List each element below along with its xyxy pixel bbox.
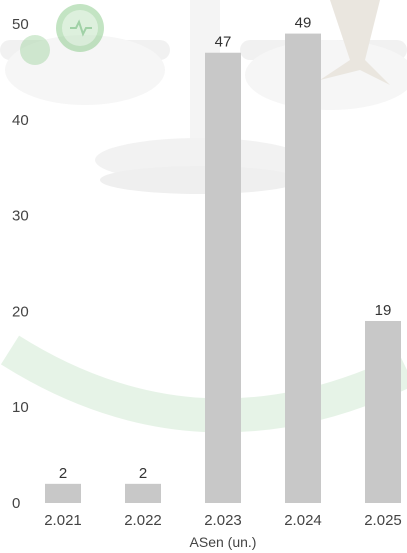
heart-pulse-icon (20, 4, 104, 65)
bar (45, 483, 81, 503)
x-tick-label: 2.023 (204, 512, 242, 529)
y-tick-label: 50 (12, 16, 29, 33)
y-tick-label: 40 (12, 112, 29, 129)
bar (125, 483, 161, 503)
data-label: 2 (139, 465, 147, 482)
bar (365, 320, 401, 503)
bars (45, 33, 401, 504)
x-axis-ticks: 2.021 2.022 2.023 2.024 2.025 (44, 512, 402, 529)
data-labels: 2 2 47 49 19 (59, 15, 392, 482)
x-axis-title: ASen (un.) (190, 534, 257, 550)
y-axis-ticks: 0 10 20 30 40 50 (12, 16, 29, 512)
bar (205, 52, 241, 504)
y-tick-label: 30 (12, 208, 29, 225)
bar (285, 33, 321, 504)
data-label: 47 (215, 34, 232, 51)
x-tick-label: 2.025 (364, 512, 402, 529)
x-tick-label: 2.021 (44, 512, 82, 529)
y-tick-label: 0 (12, 495, 20, 512)
data-label: 2 (59, 465, 67, 482)
x-tick-label: 2.024 (284, 512, 322, 529)
y-tick-label: 20 (12, 303, 29, 320)
data-label: 49 (295, 15, 312, 32)
data-label: 19 (375, 302, 392, 319)
x-tick-label: 2.022 (124, 512, 162, 529)
green-arc-watermark (0, 335, 407, 433)
y-tick-label: 10 (12, 399, 29, 416)
